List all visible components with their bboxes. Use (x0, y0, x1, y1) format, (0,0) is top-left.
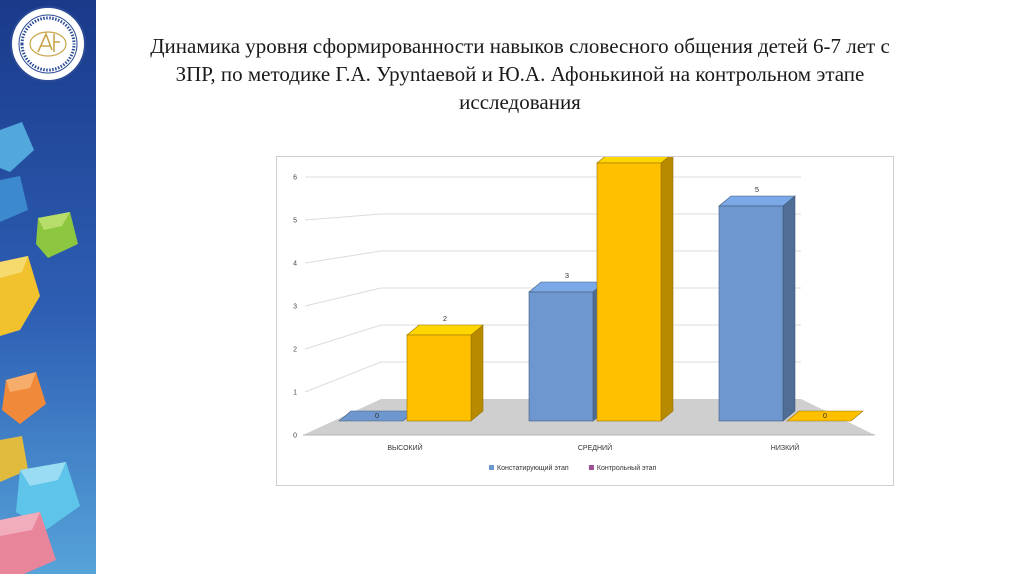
sidebar-cubes-graphic (0, 0, 96, 574)
sidebar-decoration (0, 0, 96, 574)
legend-label: Контрольный этап (597, 464, 657, 472)
bar (718, 205, 784, 422)
y-tick-label: 6 (293, 175, 297, 182)
bar-side (782, 195, 796, 422)
bar-side (470, 324, 484, 422)
university-logo (10, 6, 86, 82)
y-tick-label: 5 (293, 218, 297, 225)
legend-swatch (588, 465, 594, 470)
bar (406, 334, 472, 422)
category-label: НИЗКИЙ (771, 443, 799, 452)
data-label: 5 (755, 185, 759, 194)
category-label: СРЕДНИЙ (578, 443, 612, 452)
slide-title: Динамика уровня сформированности навыков… (150, 34, 890, 114)
legend-label: Констатирующий этап (497, 464, 569, 472)
legend-swatch (489, 465, 494, 470)
bar (596, 162, 662, 422)
bar-top (528, 281, 606, 293)
data-label: 0 (823, 411, 827, 420)
y-tick-label: 1 (293, 390, 297, 397)
y-tick-label: 3 (293, 304, 297, 311)
bar-top (718, 195, 796, 207)
bar-side (660, 157, 674, 422)
bar-top (406, 324, 484, 336)
y-tick-label: 2 (293, 347, 297, 354)
data-label: 0 (375, 411, 379, 420)
y-tick-label: 4 (293, 261, 297, 268)
data-label: 2 (443, 314, 447, 323)
bar-top (596, 157, 669, 164)
category-label: ВЫСОКИЙ (387, 443, 422, 452)
y-tick-label: 0 (293, 433, 297, 440)
data-label: 3 (565, 271, 569, 280)
bar (528, 291, 594, 422)
bar (786, 410, 864, 422)
